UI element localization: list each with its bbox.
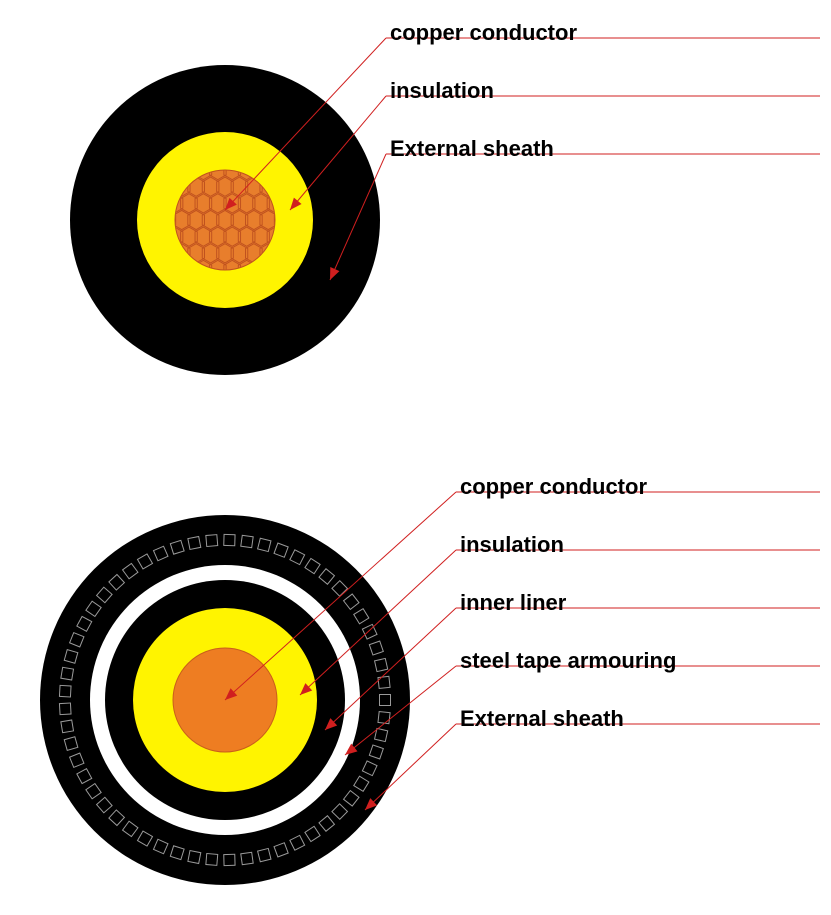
label-top-external-sheath: External sheath: [390, 136, 554, 162]
label-bottom-inner-liner: inner liner: [460, 590, 566, 616]
label-bottom-steel-tape-armouring: steel tape armouring: [460, 648, 676, 674]
label-top-copper-conductor: copper conductor: [390, 20, 577, 46]
label-top-insulation: insulation: [390, 78, 494, 104]
label-bottom-insulation: insulation: [460, 532, 564, 558]
label-bottom-copper-conductor: copper conductor: [460, 474, 647, 500]
label-bottom-external-sheath: External sheath: [460, 706, 624, 732]
